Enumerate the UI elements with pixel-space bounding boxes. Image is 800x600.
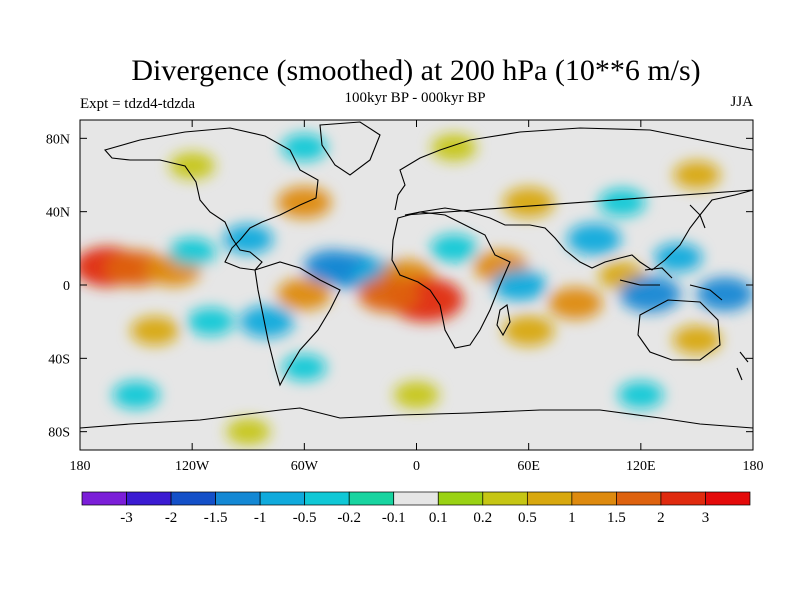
coastline-eurasia — [394, 127, 753, 271]
x-axis: 180 120W 60W 0 60E 120E 180 — [70, 120, 764, 474]
colorbar-label: 1 — [568, 510, 576, 526]
experiment-label: Expt = tdzd4-tdzda — [80, 96, 195, 112]
coastline-new-zealand — [736, 351, 749, 381]
colorbar-swatch — [81, 491, 127, 506]
field-region-31 — [169, 152, 215, 180]
colorbar-label: -1 — [254, 510, 267, 526]
coastline-south-america — [254, 261, 341, 387]
field-region-29 — [598, 188, 646, 217]
colorbar-swatch — [393, 491, 439, 506]
field-region-26 — [696, 277, 753, 311]
colorbar-label: -0.5 — [293, 510, 317, 526]
x-tick-label: 60E — [517, 459, 540, 474]
field-region-21 — [548, 287, 603, 320]
x-tick-label: 120E — [626, 459, 656, 474]
coastline-madagascar — [496, 304, 511, 337]
field-region-4 — [223, 224, 274, 254]
colorbar-swatch — [437, 491, 484, 506]
field-region-13 — [239, 305, 294, 338]
colorbar-label: 0.1 — [429, 510, 448, 526]
field-region-15 — [130, 316, 179, 346]
x-tick-label: 0 — [413, 459, 420, 474]
colorbar: -3 -2 -1.5 -1 -0.5 -0.2 -0.1 0.1 0.2 0.5 1 1.5 2 3 — [81, 491, 751, 526]
field-region-11 — [358, 276, 419, 313]
colorbar-label: 2 — [657, 510, 665, 526]
field-region-32 — [281, 133, 328, 162]
coastline-africa — [391, 211, 511, 349]
field-region-24 — [619, 276, 681, 313]
field-region-3 — [168, 238, 216, 266]
field-region-14 — [187, 307, 235, 336]
field-region-35 — [393, 381, 440, 409]
x-tick-label: 120W — [175, 459, 210, 474]
divergence-field — [80, 133, 753, 445]
field-region-33 — [431, 133, 477, 162]
y-tick-label: 80N — [46, 132, 70, 147]
colorbar-swatch — [616, 491, 662, 506]
colorbar-label: 0.2 — [473, 510, 492, 526]
colorbar-label: -0.1 — [382, 510, 406, 526]
y-axis: 80N 40N 0 40S 80S — [46, 132, 753, 441]
colorbar-swatch — [215, 491, 261, 506]
field-region-17 — [430, 234, 478, 263]
field-region-36 — [618, 381, 664, 409]
field-region-20 — [503, 315, 555, 346]
coastlines — [80, 121, 753, 429]
colorbar-swatch — [304, 491, 350, 506]
map-area — [80, 120, 753, 450]
colorbar-label: 1.5 — [607, 510, 626, 526]
field-region-34 — [112, 381, 160, 409]
field-region-37 — [226, 418, 271, 445]
colorbar-swatch — [348, 491, 395, 506]
coastline-antarctica — [80, 407, 753, 429]
coastline-greenland — [319, 121, 381, 176]
colorbar-label: 3 — [702, 510, 710, 526]
y-tick-label: 80S — [48, 426, 70, 441]
colorbar-swatch — [705, 491, 751, 506]
colorbar-swatch — [126, 491, 172, 506]
colorbar-label: -3 — [120, 510, 133, 526]
field-region-28 — [503, 187, 555, 218]
colorbar-swatch — [170, 491, 216, 506]
field-region-22 — [567, 223, 622, 256]
field-region-16 — [282, 354, 327, 381]
x-tick-label: 180 — [743, 459, 764, 474]
season-label: JJA — [730, 94, 753, 110]
period-label: 100kyr BP - 000kyr BP — [344, 90, 485, 106]
field-region-30 — [673, 161, 721, 189]
coastline-australia — [637, 299, 721, 361]
y-tick-label: 40N — [46, 206, 70, 221]
colorbar-label: -0.2 — [337, 510, 361, 526]
colorbar-swatch — [259, 491, 306, 506]
coastline-japan — [689, 204, 706, 229]
colorbar-swatch — [526, 491, 573, 506]
y-tick-label: 40S — [48, 352, 70, 367]
chart-title: Divergence (smoothed) at 200 hPa (10**6 … — [131, 54, 700, 87]
colorbar-swatch — [571, 491, 617, 506]
field-region-12 — [277, 278, 332, 311]
x-tick-label: 180 — [70, 459, 91, 474]
field-region-27 — [672, 325, 722, 355]
colorbar-swatch — [660, 491, 706, 506]
field-region-19 — [492, 269, 547, 301]
coastline-maritime-continent — [619, 267, 723, 301]
field-region-25 — [654, 243, 703, 272]
colorbar-label: -1.5 — [204, 510, 228, 526]
colorbar-label: 0.5 — [518, 510, 537, 526]
field-region-5 — [277, 186, 332, 219]
y-tick-label: 0 — [63, 279, 70, 294]
colorbar-label: -2 — [165, 510, 178, 526]
colorbar-swatch — [482, 491, 528, 506]
x-tick-label: 60W — [291, 459, 319, 474]
coastline-north-america — [104, 127, 319, 271]
